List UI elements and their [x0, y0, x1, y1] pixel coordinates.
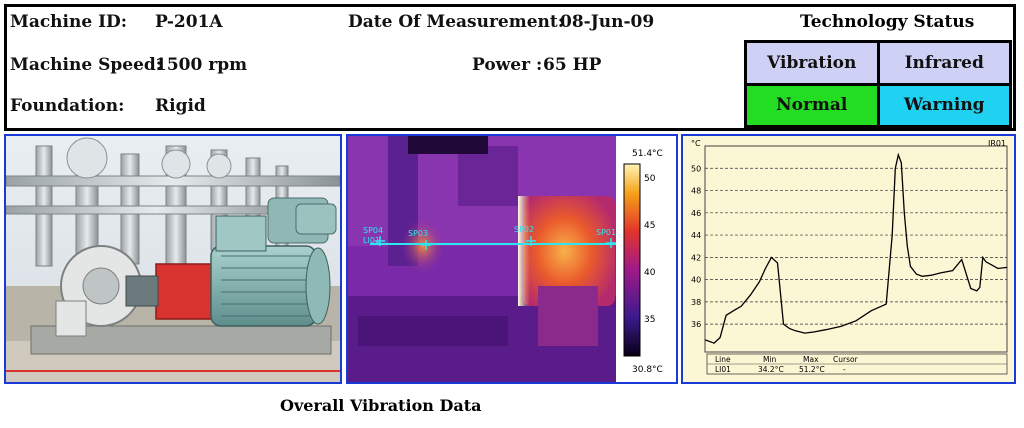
- y-tick-label-48: 48: [691, 187, 701, 196]
- stats-value-min: 34.2°C: [758, 365, 784, 374]
- y-tick-label-42: 42: [691, 253, 701, 262]
- scale-max-label: 51.4°C: [632, 149, 663, 159]
- line-profile-chart: 36 38 40 42 44 46 48 50 °C IR01 Line Min Max Cu…: [683, 136, 1014, 382]
- spot-label-sp01: SP01: [596, 228, 616, 237]
- stats-header-line: Line: [715, 355, 731, 364]
- machine-speed-label: Machine Speed:: [10, 55, 163, 75]
- y-tick-label-50: 50: [691, 164, 701, 173]
- y-tick-label-40: 40: [691, 276, 701, 285]
- thermal-image: SP04 LI01 SP03 SP02 SP01 51.4°C 30.8°C 5…: [348, 136, 676, 382]
- machine-info-header: [4, 4, 1016, 128]
- status-header-vibration: Vibration: [747, 43, 877, 83]
- y-axis-unit: °C: [691, 139, 701, 148]
- line-label-li01: LI01: [363, 236, 380, 245]
- spot-label-sp04: SP04: [363, 226, 383, 235]
- status-value-infrared: Warning: [879, 85, 1009, 125]
- spot-label-sp02: SP02: [514, 225, 534, 234]
- y-tick-label-44: 44: [691, 231, 701, 240]
- machine-id-value: P-201A: [155, 12, 223, 32]
- y-tick-label-46: 46: [691, 209, 701, 218]
- spot-marker-sp03: [421, 240, 431, 250]
- temperature-scale-bar: [623, 163, 641, 357]
- series-line-li01: [704, 152, 1008, 344]
- plot-area: [704, 145, 1008, 353]
- spot-marker-sp04: [375, 236, 385, 246]
- stats-header-cursor: Cursor: [833, 355, 859, 364]
- technology-status-title: Technology Status: [800, 12, 975, 32]
- machine-id-label: Machine ID:: [10, 12, 128, 32]
- foundation-value: Rigid: [155, 96, 206, 116]
- scale-tick-35: 35: [644, 315, 655, 325]
- thermal-image-panel: SP04 LI01 SP03 SP02 SP01 51.4°C 30.8°C 5…: [346, 134, 678, 384]
- spot-marker-sp01: [606, 238, 616, 248]
- spot-marker-sp02: [526, 236, 536, 246]
- pump-motor-photo: [6, 136, 340, 382]
- overall-vibration-caption: Overall Vibration Data: [280, 396, 482, 415]
- spot-label-sp03: SP03: [408, 229, 428, 238]
- foundation-label: Foundation:: [10, 96, 125, 116]
- date-value: 08-Jun-09: [560, 12, 655, 32]
- line-profile-chart-panel: 36 38 40 42 44 46 48 50 °C IR01 Line Min Max Cu…: [681, 134, 1016, 384]
- stats-value-cursor: -: [843, 365, 846, 374]
- scale-tick-45: 45: [644, 221, 655, 231]
- scale-tick-50: 50: [644, 174, 656, 184]
- status-header-infrared: Infrared: [879, 43, 1009, 83]
- scale-tick-40: 40: [644, 268, 656, 278]
- header-divider: [4, 128, 1016, 131]
- chart-corner-label: IR01: [988, 139, 1006, 148]
- machine-photo-panel: [4, 134, 342, 384]
- y-tick-label-38: 38: [691, 298, 701, 307]
- stats-header-max: Max: [803, 355, 819, 364]
- y-tick-label-36: 36: [691, 320, 701, 329]
- machine-speed-value: 1500 rpm: [155, 55, 248, 75]
- stats-value-line: LI01: [715, 365, 731, 374]
- date-label: Date Of Measurement:: [348, 12, 565, 32]
- technology-status-table: Vibration Infrared Normal Warning: [744, 40, 1012, 128]
- stats-value-max: 51.2°C: [799, 365, 825, 374]
- power-label: Power :: [472, 55, 543, 75]
- status-value-vibration: Normal: [747, 85, 877, 125]
- stats-header-min: Min: [763, 355, 777, 364]
- scale-min-label: 30.8°C: [632, 365, 663, 375]
- power-value: 65 HP: [543, 55, 602, 75]
